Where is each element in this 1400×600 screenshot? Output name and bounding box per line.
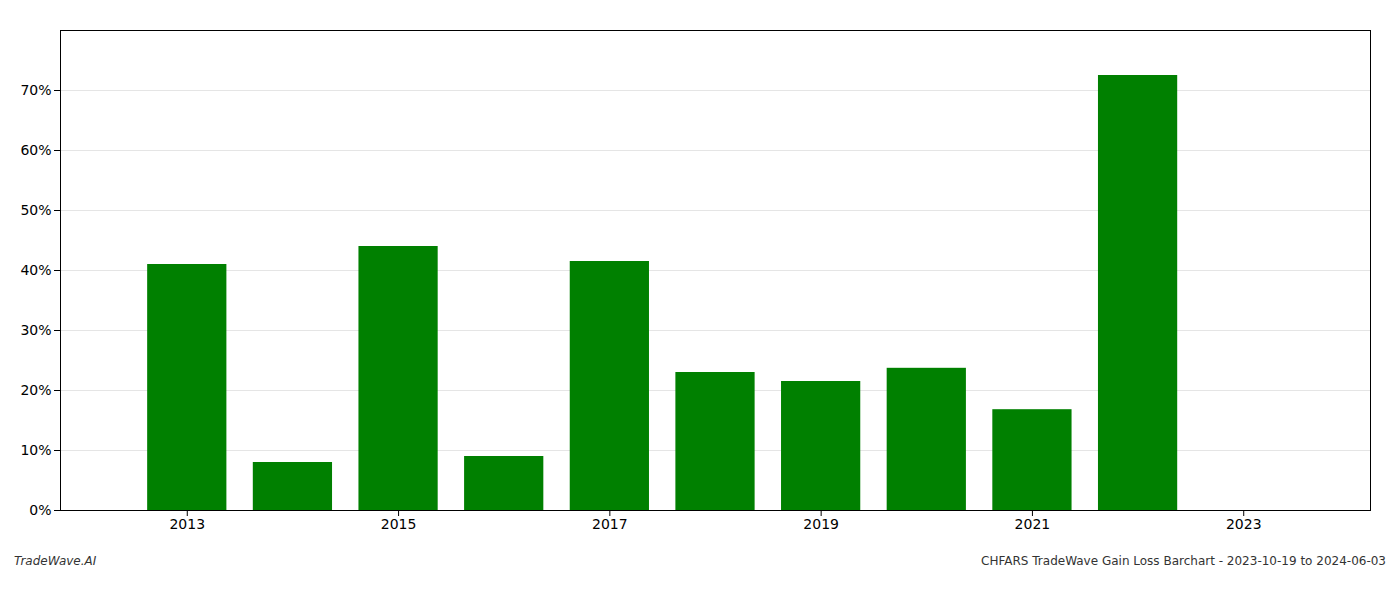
svg-text:2019: 2019	[803, 516, 839, 532]
svg-text:30%: 30%	[20, 322, 51, 338]
svg-text:10%: 10%	[20, 442, 51, 458]
svg-text:2017: 2017	[592, 516, 628, 532]
svg-text:70%: 70%	[20, 82, 51, 98]
svg-text:60%: 60%	[20, 142, 51, 158]
svg-text:50%: 50%	[20, 202, 51, 218]
html-text:CHFARS TradeWave Gain Loss Bar: CHFARS TradeWave Gain Loss Barchart - 20…	[981, 554, 1386, 568]
svg-text:40%: 40%	[20, 262, 51, 278]
svg-text:2013: 2013	[169, 516, 205, 532]
svg-text:0%: 0%	[29, 502, 51, 518]
svg-text:2015: 2015	[381, 516, 417, 532]
html-text:TradeWave.AI: TradeWave.AI	[14, 554, 97, 568]
svg-text:2021: 2021	[1015, 516, 1051, 532]
svg-text:2023: 2023	[1226, 516, 1262, 532]
svg-text:20%: 20%	[20, 382, 51, 398]
